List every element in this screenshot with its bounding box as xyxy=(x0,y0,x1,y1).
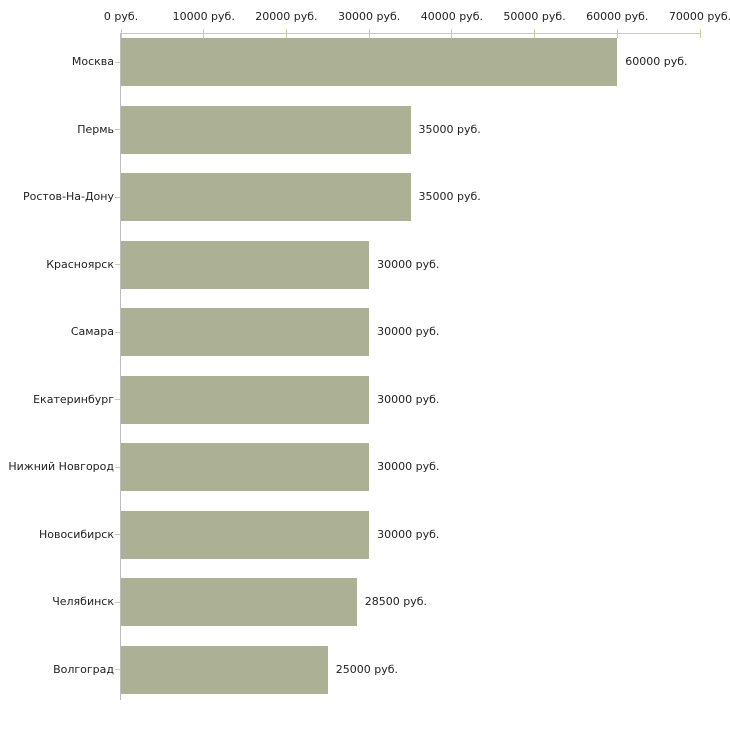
x-tick-mark xyxy=(534,29,536,38)
bar[interactable] xyxy=(121,645,328,694)
y-axis-line xyxy=(120,33,121,700)
x-tick-mark xyxy=(699,29,701,38)
bar[interactable] xyxy=(121,38,618,86)
x-tick-mark xyxy=(120,29,122,38)
x-tick-label: 50000 руб. xyxy=(503,10,566,23)
value-label: 25000 руб. xyxy=(335,662,399,676)
x-tick-label: 30000 руб. xyxy=(338,10,401,23)
category-tick-mark xyxy=(115,264,120,265)
category-tick-mark xyxy=(115,534,120,535)
bar[interactable] xyxy=(121,443,370,491)
category-label: Нижний Новгород xyxy=(8,460,114,473)
bar[interactable] xyxy=(121,308,370,356)
category-tick-mark xyxy=(115,196,120,198)
bar[interactable] xyxy=(121,240,370,289)
x-tick-label: 20000 руб. xyxy=(255,10,318,23)
x-tick-label: 60000 руб. xyxy=(586,10,649,23)
category-tick-mark xyxy=(115,399,120,400)
bar[interactable] xyxy=(121,578,357,626)
x-tick-mark xyxy=(203,29,205,38)
x-tick-mark xyxy=(616,29,618,38)
category-tick-mark xyxy=(115,129,120,130)
category-label: Москва xyxy=(71,55,114,68)
x-tick-mark xyxy=(285,29,287,38)
x-tick-label: 70000 руб. xyxy=(668,10,730,23)
category-tick-mark xyxy=(115,601,120,603)
value-label: 35000 руб. xyxy=(418,122,481,136)
category-tick-mark xyxy=(115,466,120,468)
value-label: 30000 руб. xyxy=(377,527,440,541)
x-axis-line xyxy=(121,33,701,34)
value-label: 30000 руб. xyxy=(377,257,440,271)
x-tick-label: 40000 руб. xyxy=(420,10,483,23)
bar[interactable] xyxy=(121,105,411,154)
category-label: Красноярск xyxy=(46,257,114,271)
value-label: 30000 руб. xyxy=(377,460,440,473)
category-tick-mark xyxy=(115,669,120,670)
category-label: Ростов-На-Дону xyxy=(22,190,114,203)
value-label: 28500 руб. xyxy=(364,595,427,608)
bar[interactable] xyxy=(121,510,370,559)
category-label: Екатеринбург xyxy=(33,392,114,406)
value-label: 35000 руб. xyxy=(418,190,481,203)
category-label: Новосибирск xyxy=(38,527,114,541)
category-tick-mark xyxy=(115,331,120,333)
category-tick-mark xyxy=(115,61,120,63)
category-label: Самара xyxy=(70,325,114,338)
category-label: Волгоград xyxy=(53,662,114,676)
bar[interactable] xyxy=(121,173,411,221)
x-tick-label: 10000 руб. xyxy=(172,10,235,23)
x-tick-mark xyxy=(368,29,370,38)
value-label: 30000 руб. xyxy=(377,325,440,338)
x-tick-mark xyxy=(451,29,453,38)
bar[interactable] xyxy=(121,375,370,424)
value-label: 30000 руб. xyxy=(377,392,440,406)
value-label: 60000 руб. xyxy=(625,55,688,68)
x-tick-label: 0 руб. xyxy=(103,10,139,23)
category-label: Челябинск xyxy=(52,595,114,608)
category-label: Пермь xyxy=(77,122,114,136)
